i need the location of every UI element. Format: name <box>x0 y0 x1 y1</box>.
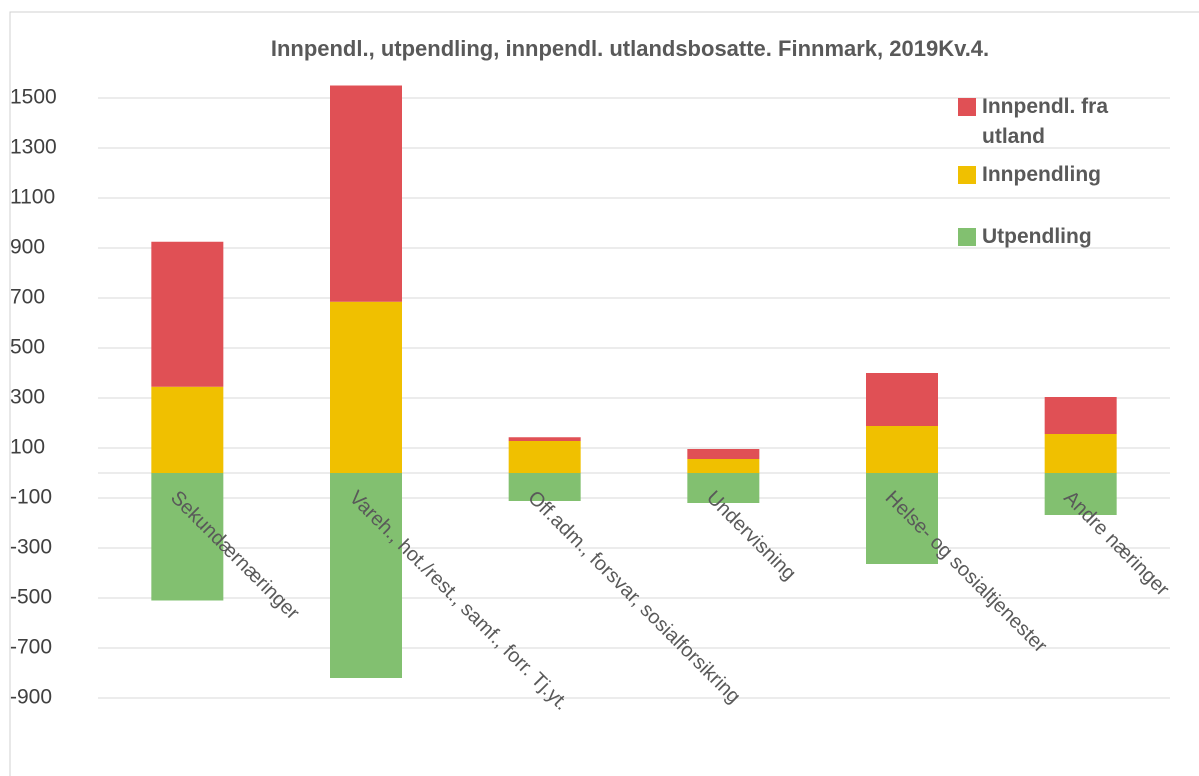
bar-segment <box>1044 434 1117 473</box>
y-tick-label: 900 <box>10 236 45 259</box>
chart-frame <box>9 11 1199 776</box>
y-tick-label: -900 <box>10 686 52 709</box>
bar-segment <box>330 85 402 302</box>
y-tick-label: 1100 <box>10 186 55 209</box>
bar-segment <box>330 301 402 473</box>
y-tick-label: -300 <box>10 536 52 559</box>
x-tick-label: Off.adm., forsvar, sosialforsikring <box>523 487 744 708</box>
legend-swatch <box>958 166 976 184</box>
y-tick-label: -100 <box>10 486 52 509</box>
bar-segment <box>866 426 938 473</box>
bar-segment <box>687 459 760 473</box>
y-tick-label: 1500 <box>10 86 57 109</box>
x-tick-label: Helse- og sosialtjenester <box>881 487 1052 658</box>
bar-segment <box>508 437 581 441</box>
bar-segment <box>330 473 402 678</box>
bar-segment <box>508 441 581 473</box>
y-tick-label: 700 <box>10 286 45 309</box>
bar-segment <box>1044 397 1117 434</box>
bar-segment <box>508 473 581 501</box>
y-tick-label: 300 <box>10 386 45 409</box>
bar-segment <box>866 473 938 564</box>
bar-segment <box>866 373 938 426</box>
legend-swatch <box>958 98 976 116</box>
legend-item: Innpendling <box>958 160 1182 190</box>
legend-label: Innpendl. fra utland <box>982 95 1108 148</box>
chart-title: Innpendl., utpendling, innpendl. utlands… <box>271 36 989 61</box>
legend-label: Utpendling <box>982 225 1092 248</box>
bar-segment <box>687 449 760 459</box>
legend: Innpendl. fra utland Innpendling Utpendlin… <box>958 92 1158 252</box>
bar-segment <box>1044 473 1117 515</box>
legend-label: Innpendling <box>982 163 1101 186</box>
y-tick-label: 1300 <box>10 136 57 159</box>
y-tick-label: 500 <box>10 336 45 359</box>
bar-segment <box>151 473 224 601</box>
y-tick-label: -700 <box>10 636 52 659</box>
legend-item: Innpendl. fra utland <box>958 92 1132 152</box>
bar-segment <box>151 241 224 387</box>
y-tick-label: 100 <box>10 436 45 459</box>
y-tick-label: -500 <box>10 586 52 609</box>
bar-segment <box>687 473 760 503</box>
bar-segment <box>151 386 224 473</box>
legend-item: Utpendling <box>958 222 1182 252</box>
legend-swatch <box>958 228 976 246</box>
